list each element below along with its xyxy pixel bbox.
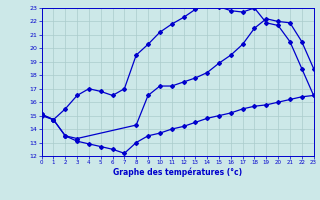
X-axis label: Graphe des températures (°c): Graphe des températures (°c) bbox=[113, 168, 242, 177]
